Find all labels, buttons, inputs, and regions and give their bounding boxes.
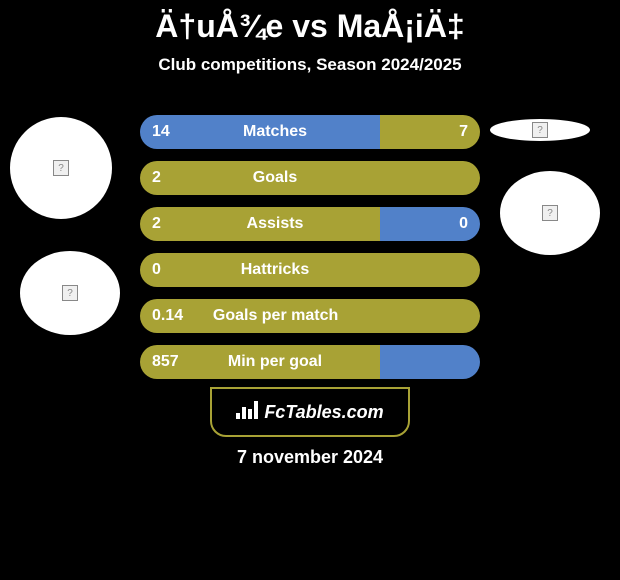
player-avatar: ? xyxy=(490,119,590,141)
stat-row: 0Hattricks xyxy=(140,253,480,287)
stat-right-bar xyxy=(380,299,480,333)
stat-left-bar: 0Hattricks xyxy=(140,253,380,287)
subtitle: Club competitions, Season 2024/2025 xyxy=(0,55,620,75)
stat-left-value: 14 xyxy=(152,123,182,141)
player-avatar: ? xyxy=(20,251,120,335)
stat-right-bar xyxy=(380,253,480,287)
stat-right-bar: 0 xyxy=(380,207,480,241)
stat-label: Assists xyxy=(182,215,368,233)
placeholder-icon: ? xyxy=(53,160,69,176)
page-title: Ä†uÅ¾e vs MaÅ¡iÄ‡ xyxy=(0,8,620,45)
placeholder-icon: ? xyxy=(62,285,78,301)
stats-column: 14Matches72Goals2Assists00Hattricks0.14G… xyxy=(140,115,480,391)
stat-row: 857Min per goal xyxy=(140,345,480,379)
player-avatar: ? xyxy=(10,117,112,219)
stat-left-bar: 2Goals xyxy=(140,161,380,195)
stat-left-value: 2 xyxy=(152,169,182,187)
stat-left-value: 0.14 xyxy=(152,307,183,325)
stat-left-bar: 857Min per goal xyxy=(140,345,380,379)
stat-label: Goals per match xyxy=(183,307,368,325)
stat-left-bar: 2Assists xyxy=(140,207,380,241)
stat-left-bar: 14Matches xyxy=(140,115,380,149)
stat-left-value: 857 xyxy=(152,353,182,371)
player-avatar: ? xyxy=(500,171,600,255)
stat-label: Matches xyxy=(182,123,368,141)
stat-row: 0.14Goals per match xyxy=(140,299,480,333)
fctables-badge[interactable]: FcTables.com xyxy=(210,387,410,437)
bars-icon xyxy=(236,401,258,424)
placeholder-icon: ? xyxy=(532,122,548,138)
stat-left-bar: 0.14Goals per match xyxy=(140,299,380,333)
stat-right-bar: 7 xyxy=(380,115,480,149)
stat-left-value: 2 xyxy=(152,215,182,233)
stat-label: Min per goal xyxy=(182,353,368,371)
stat-right-bar xyxy=(380,345,480,379)
content-area: 14Matches72Goals2Assists00Hattricks0.14G… xyxy=(0,115,620,475)
stat-label: Hattricks xyxy=(182,261,368,279)
stat-row: 2Assists0 xyxy=(140,207,480,241)
stat-row: 14Matches7 xyxy=(140,115,480,149)
placeholder-icon: ? xyxy=(542,205,558,221)
date-text: 7 november 2024 xyxy=(0,447,620,468)
stat-left-value: 0 xyxy=(152,261,182,279)
stat-row: 2Goals xyxy=(140,161,480,195)
fctables-label: FcTables.com xyxy=(264,402,383,423)
stat-right-bar xyxy=(380,161,480,195)
stat-label: Goals xyxy=(182,169,368,187)
